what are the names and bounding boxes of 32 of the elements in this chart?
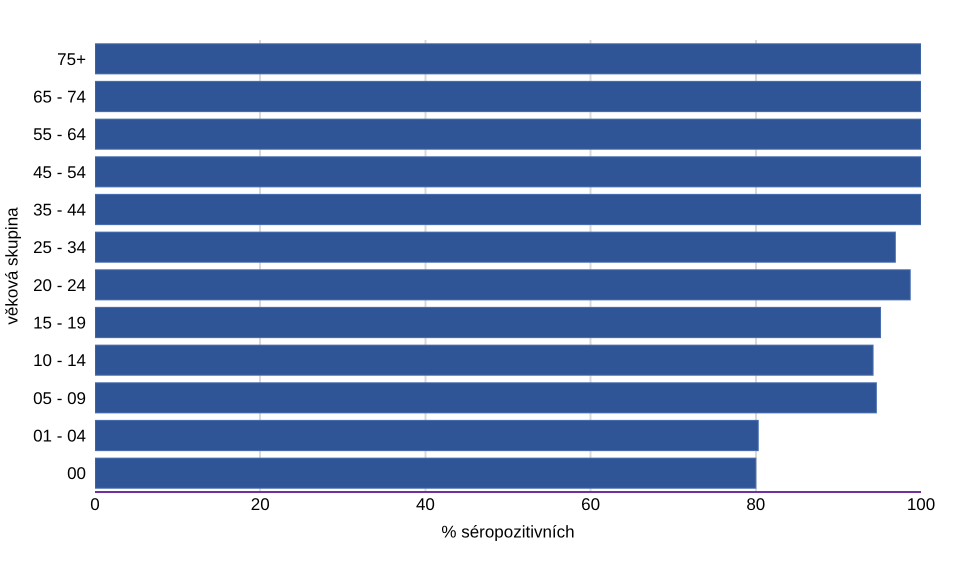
x-tick-label: 0 [90, 495, 100, 514]
y-tick-label: 25 - 34 [33, 238, 86, 258]
x-tick-label: 40 [416, 495, 435, 514]
y-tick-label: 00 [67, 464, 86, 484]
bar [95, 269, 911, 300]
y-tick-label: 01 - 04 [33, 426, 86, 446]
bar [95, 306, 882, 338]
y-tick-label: 15 - 19 [33, 313, 86, 332]
y-tick-label: 45 - 54 [33, 162, 86, 182]
y-tick-label: 35 - 44 [33, 200, 86, 220]
bar [95, 80, 921, 112]
bar [95, 458, 756, 489]
x-tick-label: 20 [250, 495, 270, 514]
y-tick-label: 20 - 24 [33, 276, 86, 295]
y-tick-label: 75+ [57, 50, 86, 69]
bar [95, 156, 921, 188]
x-tick-label: 80 [746, 495, 766, 514]
y-tick-label: 05 - 09 [33, 388, 86, 408]
bar [95, 43, 921, 74]
x-tick-label: 100 [906, 495, 936, 514]
y-tick-label: 65 - 74 [33, 87, 86, 106]
bar [95, 344, 874, 376]
y-tick-label: 55 - 64 [33, 125, 86, 144]
bar [95, 232, 896, 263]
x-axis-title: % séropozitivních [441, 522, 575, 542]
y-axis-title: věková skupina [2, 206, 22, 325]
bar [95, 420, 759, 452]
bar [95, 118, 921, 150]
bar [95, 382, 877, 414]
x-tick-label: 60 [581, 495, 600, 514]
bar [95, 194, 921, 226]
y-tick-label: 10 - 14 [33, 351, 86, 370]
